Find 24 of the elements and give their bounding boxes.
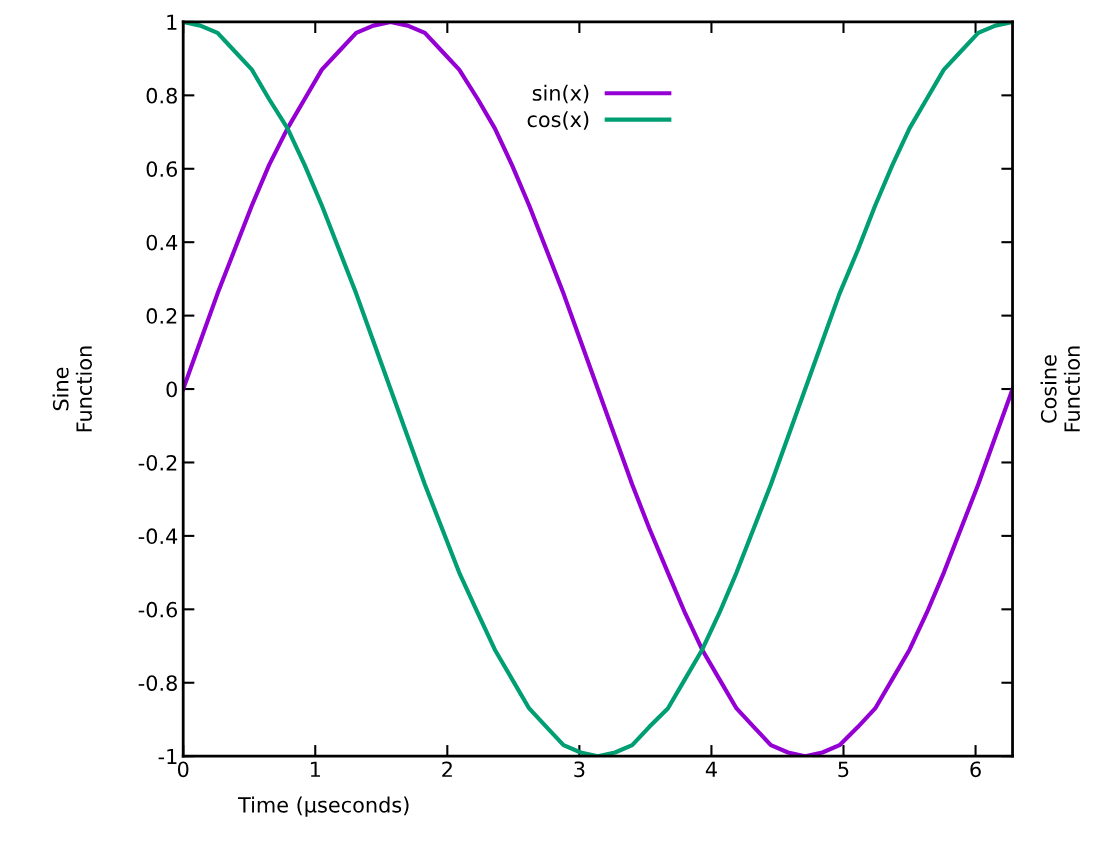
y-tick-label: -0.4 — [138, 528, 178, 545]
y-tick-label: -0.8 — [138, 675, 177, 691]
y-tick-label: 1 — [167, 14, 177, 30]
y-axis-title: Sine Function — [52, 346, 92, 432]
x-tick-label: 5 — [838, 761, 849, 778]
x-axis-title: Time (µseconds) — [237, 796, 409, 817]
y-tick-label: -0.6 — [138, 601, 178, 618]
y-tick-label: 0 — [166, 381, 177, 398]
x-tick-label: 3 — [574, 761, 585, 778]
x-tick-label: 4 — [705, 761, 717, 777]
y-tick-label: 0.4 — [146, 234, 178, 251]
y-tick-label: 0.6 — [146, 161, 178, 177]
y-tick-label: -0.2 — [138, 454, 177, 471]
y2-axis-title: Cosine Function — [1040, 346, 1080, 432]
legend-label: cos(x) — [527, 111, 589, 130]
x-tick-label: 6 — [970, 761, 981, 778]
y-tick-label: 0.8 — [146, 87, 177, 104]
y-tick-label: 0.2 — [146, 308, 177, 324]
line-series — [183, 21, 1013, 757]
x-tick-label: 1 — [310, 761, 320, 777]
y-tick-label: -1 — [158, 748, 177, 765]
x-tick-label: 0 — [177, 761, 189, 778]
x-tick-label: 2 — [442, 761, 452, 777]
legend-label: sin(x) — [532, 84, 589, 104]
